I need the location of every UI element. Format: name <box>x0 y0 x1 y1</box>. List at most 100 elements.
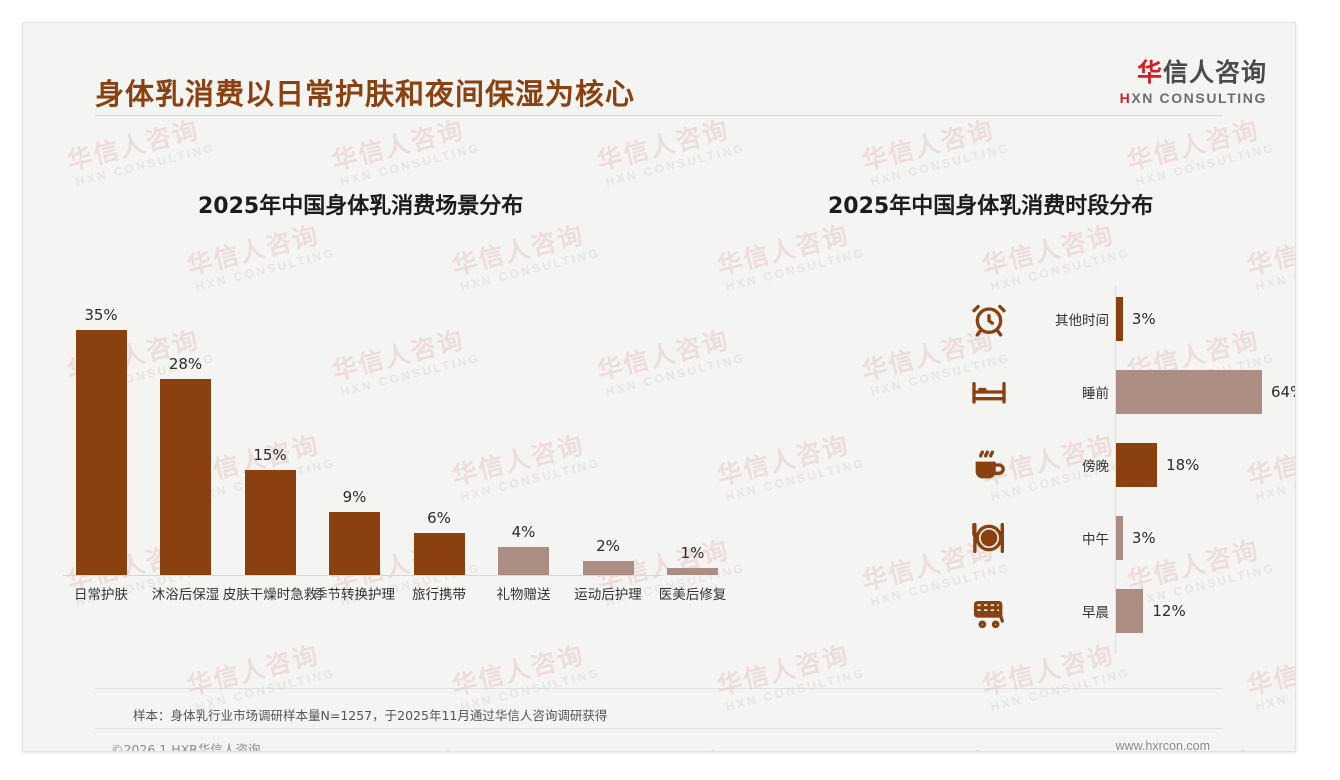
category-axis-label: 运动后护理 <box>574 587 642 603</box>
bar-value-label: 3% <box>1131 529 1156 547</box>
source-note: 样本：身体乳行业市场调研样本量N=1257，于2025年11月通过华信人咨询调研… <box>133 708 608 723</box>
category-axis-label: 礼物赠送 <box>496 587 551 603</box>
watermark-english: HXN CONSULTING <box>74 140 217 189</box>
bar-value-label: 18% <box>1166 456 1200 474</box>
bed-icon <box>969 372 1009 412</box>
vertical-bar[interactable] <box>667 568 718 575</box>
watermark-english: HXN CONSULTING <box>339 140 482 189</box>
vertical-bar[interactable] <box>160 379 211 575</box>
vertical-bar[interactable] <box>582 561 634 575</box>
watermark-chinese: 华信人咨询 <box>449 640 588 701</box>
watermark-chinese: 华信人咨询 <box>979 220 1118 281</box>
watermark-english: HXN CONSULTING <box>724 245 867 294</box>
dining-plate-icon <box>969 518 1009 558</box>
bar-value-label: 35% <box>84 306 118 324</box>
watermark-english: HXN CONSULTING <box>604 140 747 189</box>
left-chart-title: 2025年中国身体乳消费场景分布 <box>198 194 524 219</box>
right-chart-title: 2025年中国身体乳消费时段分布 <box>828 194 1154 219</box>
watermark-chinese: 华信人咨询 <box>449 220 588 281</box>
bar-value-label: 12% <box>1152 602 1186 620</box>
horizontal-bar[interactable] <box>1116 589 1144 633</box>
time-slot-label: 中午 <box>1082 532 1109 548</box>
horizontal-bar[interactable] <box>1116 443 1158 487</box>
footer-divider <box>95 728 1223 729</box>
horizontal-bar-row: 其他时间 3% <box>953 288 1293 350</box>
vertical-bar-group <box>663 568 723 575</box>
watermark-chinese: 华信人咨询 <box>714 640 853 701</box>
website-link[interactable]: www.hxrcon.com <box>1115 739 1210 752</box>
time-of-day-distribution-bar-chart: 其他时间 3% 睡前 64% 傍晚 18% 中午 3% 早晨 12% <box>953 278 1295 668</box>
watermark-chinese: 华信人咨询 <box>714 430 853 491</box>
horizontal-bar[interactable] <box>1116 297 1123 341</box>
watermark-chinese: 华信人咨询 <box>858 738 1009 751</box>
company-logo: 华信人咨询 HXN CONSULTING <box>1120 59 1267 106</box>
logo-chinese-text: 华信人咨询 <box>1120 59 1267 87</box>
time-slot-label: 早晨 <box>1082 605 1109 621</box>
watermark-english: HXN CONSULTING <box>869 140 1012 189</box>
scenario-distribution-bar-chart: 35% 日常护肤 28% 沐浴后保湿 15% 皮肤干燥时急救 9% 季节转换护理 6% 旅行携带 4… <box>53 278 726 608</box>
vertical-bar[interactable] <box>329 512 380 575</box>
horizontal-bar[interactable] <box>1116 370 1262 414</box>
vertical-bar-group <box>156 379 216 575</box>
watermark-english: HXN CONSULTING <box>1134 140 1277 189</box>
vertical-bar[interactable] <box>498 547 549 575</box>
bar-value-label: 1% <box>680 544 705 562</box>
horizontal-bar[interactable] <box>1116 516 1123 560</box>
bar-value-label: 2% <box>596 537 620 555</box>
bar-value-label: 9% <box>342 488 367 506</box>
time-slot-label: 其他时间 <box>1055 313 1109 329</box>
bar-value-label: 4% <box>511 523 536 541</box>
shopping-cart-icon <box>969 591 1009 631</box>
category-axis-label: 日常护肤 <box>74 587 128 603</box>
slide-header: 身体乳消费以日常护肤和夜间保湿为核心 华信人咨询 HXN CONSULTING <box>23 23 1295 123</box>
vertical-bar[interactable] <box>413 533 465 575</box>
category-axis-label: 医美后修复 <box>658 587 727 603</box>
watermark-english: HXN CONSULTING <box>724 455 867 504</box>
vertical-bar-group <box>71 330 131 575</box>
category-axis-label: 季节转换护理 <box>314 587 395 603</box>
header-divider <box>95 115 1223 116</box>
vertical-bar-group <box>409 533 469 575</box>
time-slot-label: 傍晚 <box>1082 459 1109 475</box>
watermark-english: HXN CONSULTING <box>989 665 1132 714</box>
logo-chinese-first-char: 华 <box>1136 58 1163 87</box>
vertical-bar-group <box>494 547 554 575</box>
vertical-bar[interactable] <box>75 330 127 575</box>
vertical-bar-group <box>578 561 638 575</box>
coffee-mug-icon <box>969 445 1009 485</box>
bar-value-label: 3% <box>1131 310 1156 328</box>
category-axis-label: 沐浴后保湿 <box>151 587 220 603</box>
horizontal-bar-row: 早晨 12% <box>953 580 1293 642</box>
horizontal-bar-row: 傍晚 18% <box>953 434 1293 496</box>
horizontal-bar-row: 中午 3% <box>953 507 1293 569</box>
alarm-clock-icon <box>969 299 1009 339</box>
right-chart-axis <box>1115 286 1116 654</box>
watermark-chinese: 华信人咨询 <box>328 738 479 751</box>
watermark-chinese: 华信人咨询 <box>714 220 853 281</box>
time-slot-label: 睡前 <box>1082 386 1109 402</box>
watermark-chinese: 华信人咨询 <box>184 640 323 701</box>
logo-english-first-char: H <box>1119 89 1132 106</box>
bar-value-label: 64% <box>1271 383 1295 401</box>
copyright-text: ©2026.1 HXR华信人咨询 <box>111 742 261 752</box>
bar-value-label: 6% <box>427 509 451 527</box>
horizontal-bar-row: 睡前 64% <box>953 361 1295 423</box>
watermark-chinese: 华信人咨询 <box>184 220 323 281</box>
watermark-english: HXN CONSULTING <box>724 665 867 714</box>
category-axis-label: 皮肤干燥时急救 <box>222 587 318 603</box>
slide-canvas: 华信人咨询 HXN CONSULTING 华信人咨询 HXN CONSULTING 华信… <box>22 22 1296 752</box>
vertical-bar[interactable] <box>244 470 296 575</box>
category-axis-label: 旅行携带 <box>412 587 466 603</box>
watermark-chinese: 华信人咨询 <box>1244 220 1295 281</box>
bar-value-label: 28% <box>168 355 203 373</box>
logo-chinese-rest: 信人咨询 <box>1162 58 1267 87</box>
vertical-bar-group <box>325 512 385 575</box>
